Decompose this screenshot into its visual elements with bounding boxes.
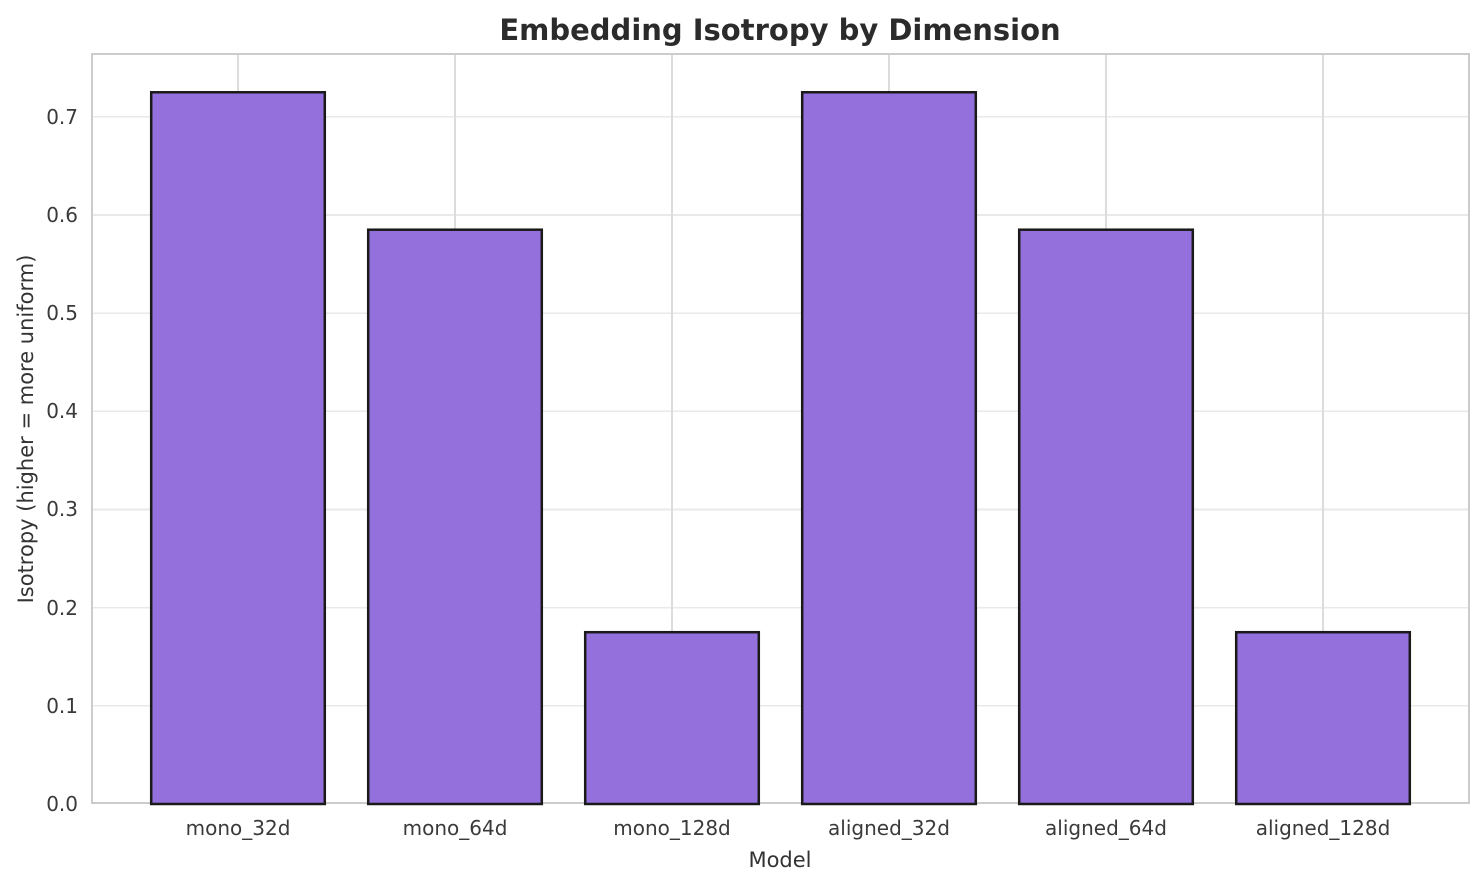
y-tick-label: 0.4 <box>46 399 78 424</box>
bar-aligned_128d <box>1234 630 1412 806</box>
y-axis-label: Isotropy (higher = more uniform) <box>14 254 38 604</box>
plot-canvas <box>91 53 1470 806</box>
bar-mono_32d <box>149 91 327 806</box>
plot-area <box>91 53 1470 806</box>
bar-mono_128d <box>583 630 761 806</box>
y-tick-label: 0.6 <box>46 202 78 227</box>
bar-aligned_64d <box>1017 228 1195 806</box>
y-tick-label: 0.2 <box>46 595 78 620</box>
bar-mono_64d <box>366 228 544 806</box>
x-tick-label: mono_128d <box>613 816 731 840</box>
y-tick-label: 0.1 <box>46 693 78 718</box>
x-tick-label: mono_32d <box>185 816 291 840</box>
x-tick-label: mono_64d <box>402 816 508 840</box>
y-tick-label: 0.5 <box>46 301 78 326</box>
x-tick-label: aligned_32d <box>828 816 950 840</box>
y-tick-label: 0.7 <box>46 104 78 129</box>
x-tick-label: aligned_128d <box>1255 816 1391 840</box>
x-tick-label: aligned_64d <box>1045 816 1167 840</box>
plot-border <box>91 53 1470 804</box>
bar-aligned_32d <box>800 91 978 806</box>
y-tick-label: 0.3 <box>46 497 78 522</box>
chart-title: Embedding Isotropy by Dimension <box>499 13 1061 47</box>
x-axis-label: Model <box>748 848 812 872</box>
y-tick-label: 0.0 <box>46 792 78 816</box>
